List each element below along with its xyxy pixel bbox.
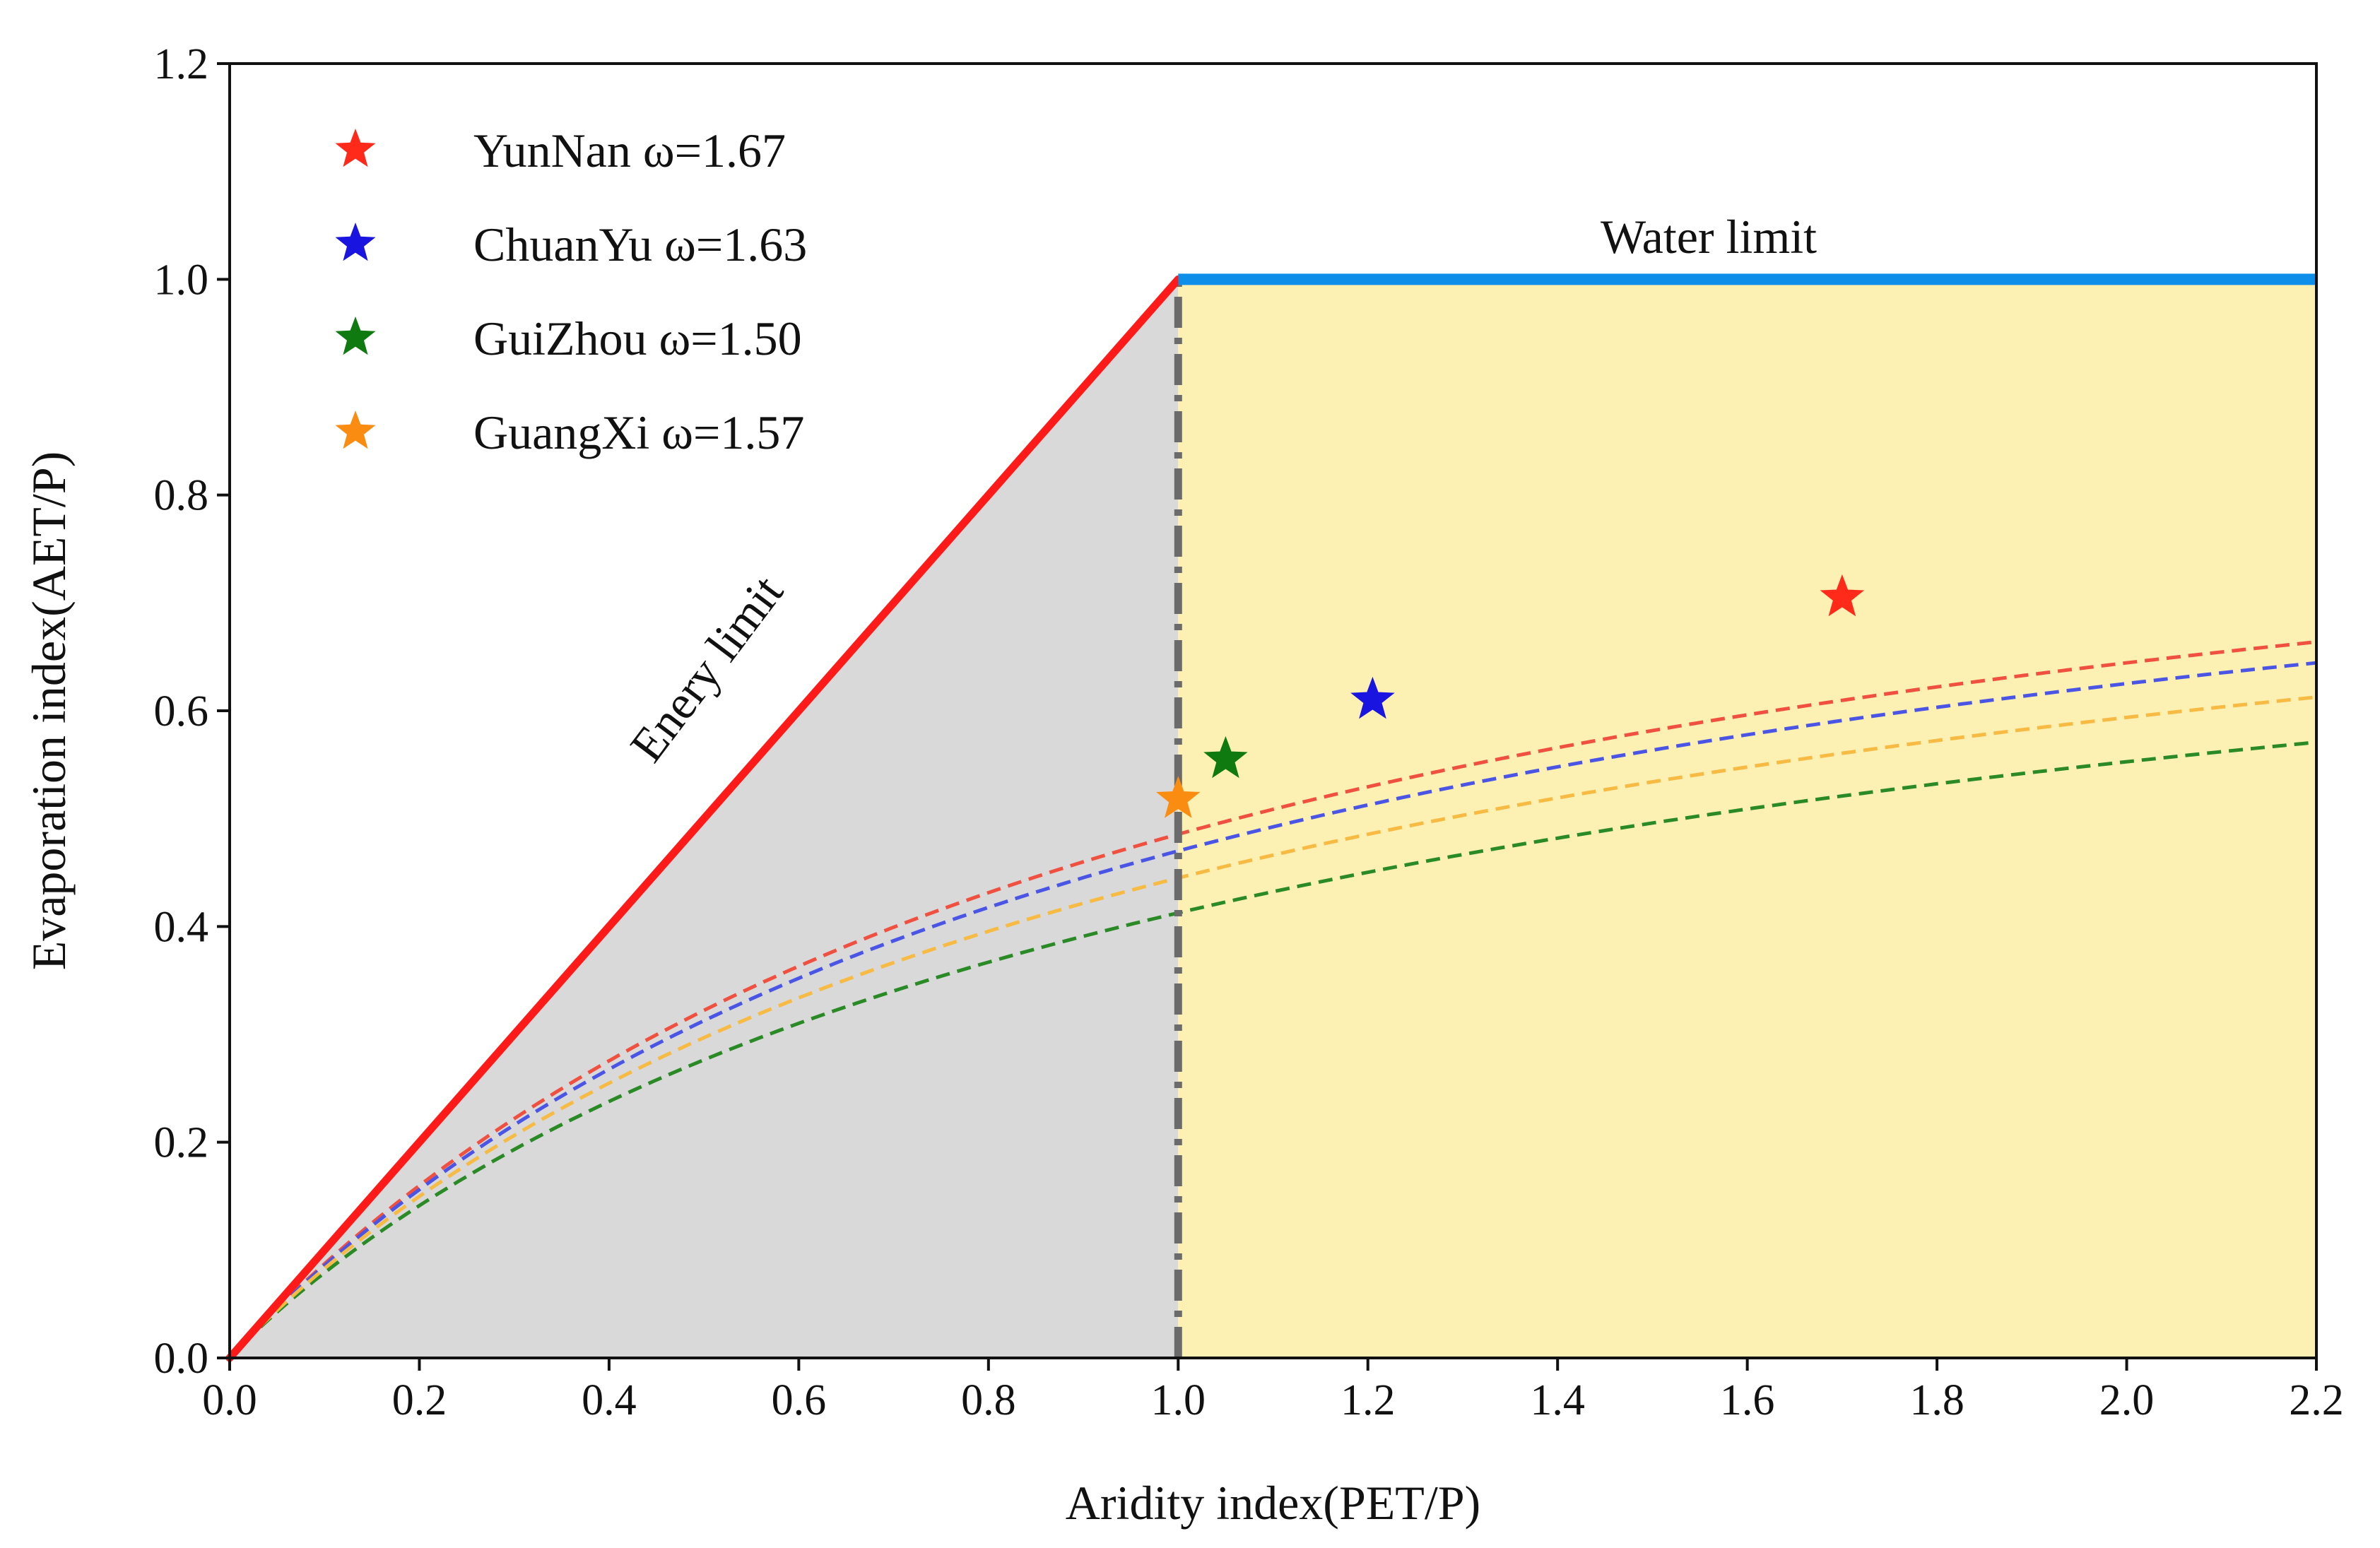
series-point-star-1 [1350,676,1395,719]
ticks-layer: 0.0 0.2 0.4 0.6 0.8 1.0 1.2 1.4 1.6 1.8 2.0 2.2 0.0 0… [154,40,2344,1424]
y-tick-label: 1.0 [154,256,209,304]
energy-limit-line [225,275,1182,1362]
legend-star-icon-guizhou [335,317,376,355]
curves-layer [228,640,2317,1359]
x-tick-label: 1.6 [1720,1376,1775,1424]
x-tick-label: 0.0 [202,1376,257,1424]
x-tick-label: 0.4 [582,1376,637,1424]
x-tick-label: 1.0 [1151,1376,1206,1424]
legend-label-chuanyu: ChuanYu ω=1.63 [473,218,807,271]
region-water-limited [1178,279,2316,1358]
series-curve-3 [228,695,2317,1359]
x-tick-label: 0.8 [961,1376,1016,1424]
legend-label-guizhou: GuiZhou ω=1.50 [473,312,802,365]
energy-limit-label: Enery limit [620,565,794,772]
series-point-star-3 [1155,776,1201,818]
legend-star-icon-yunnan [335,129,376,167]
points-layer [1155,574,1865,818]
series-point-star-2 [1203,735,1248,779]
y-axis-label: Evaporation index(AET/P) [22,451,76,971]
x-tick-label: 1.4 [1530,1376,1585,1424]
x-axis-label: Aridity index(PET/P) [1066,1476,1480,1530]
x-tick-label: 2.2 [2289,1376,2344,1424]
legend: YunNan ω=1.67 ChuanYu ω=1.63 GuiZhou ω=1… [335,124,807,459]
y-tick-label: 0.0 [154,1335,209,1383]
legend-star-icon-chuanyu [335,223,376,261]
legend-label-guangxi: GuangXi ω=1.57 [473,406,804,459]
series-curve-0 [228,640,2317,1359]
legend-star-icon-guangxi [335,410,376,449]
limits-layer [225,273,2316,1362]
series-point-star-0 [1820,574,1865,617]
x-tick-label: 2.0 [2099,1376,2155,1424]
x-tick-label: 0.2 [392,1376,447,1424]
y-tick-label: 0.4 [154,903,209,951]
water-limit-label: Water limit [1601,210,1817,264]
x-tick-label: 1.2 [1341,1376,1396,1424]
y-tick-label: 0.8 [154,472,209,520]
y-tick-label: 0.6 [154,687,209,735]
y-tick-label: 1.2 [154,40,209,88]
legend-label-yunnan: YunNan ω=1.67 [473,124,786,177]
y-tick-label: 0.2 [154,1119,209,1167]
x-tick-label: 0.6 [772,1376,827,1424]
series-curve-2 [228,740,2317,1359]
series-curve-1 [228,661,2317,1359]
x-tick-label: 1.8 [1909,1376,1964,1424]
